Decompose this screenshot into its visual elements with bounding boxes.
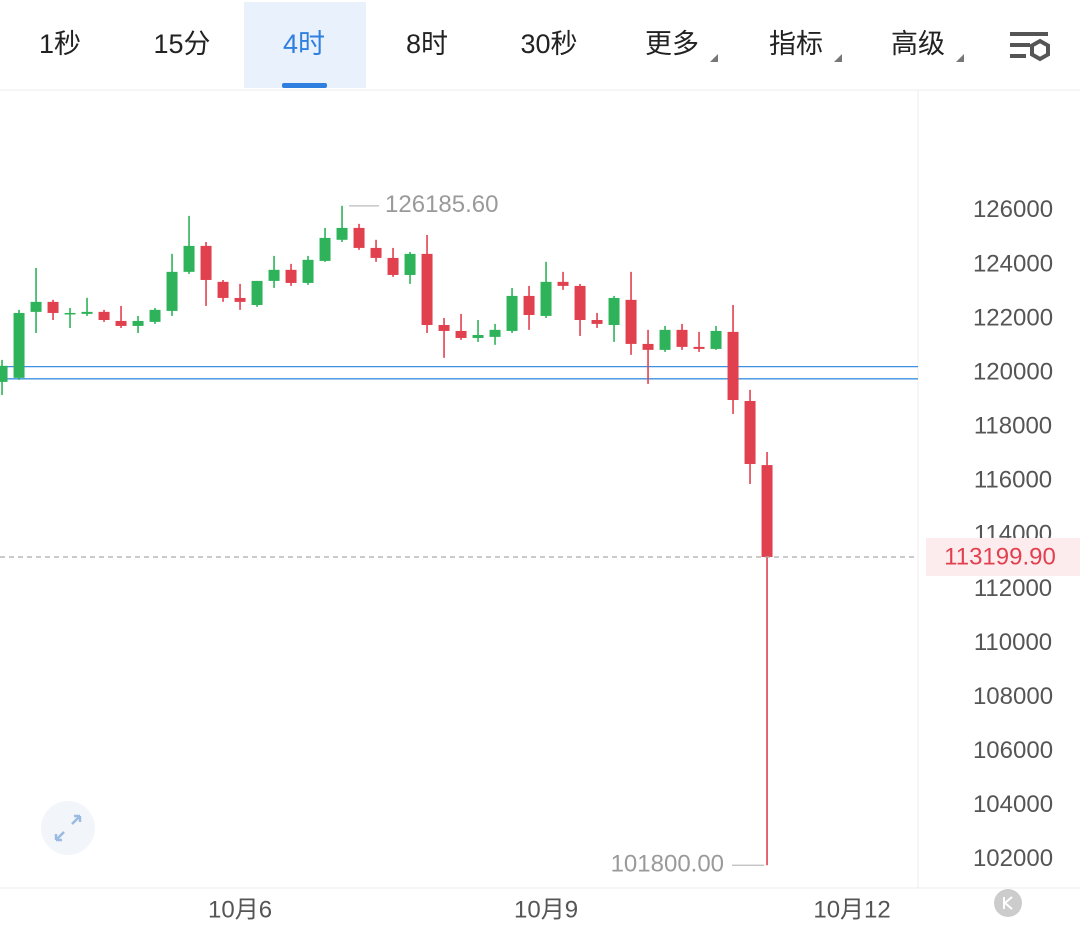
candle-body bbox=[404, 253, 416, 275]
candle-body bbox=[387, 257, 399, 275]
expand-bg bbox=[41, 801, 95, 855]
expand-button[interactable] bbox=[41, 801, 95, 855]
candle-body bbox=[200, 245, 212, 280]
candle-body bbox=[353, 227, 365, 248]
icon-hex bbox=[1030, 38, 1050, 62]
tab-label[interactable]: 30秒 bbox=[520, 29, 577, 59]
candle-body bbox=[659, 329, 671, 350]
candle-body bbox=[506, 295, 518, 331]
candle-body bbox=[302, 259, 314, 283]
candle-body bbox=[30, 301, 42, 312]
dropdown-arrow bbox=[834, 54, 842, 62]
last-price-box bbox=[926, 538, 1080, 577]
candle-body bbox=[591, 319, 603, 324]
tab-label[interactable]: 15分 bbox=[153, 29, 210, 59]
candle-body bbox=[98, 311, 110, 320]
candle-body bbox=[744, 400, 756, 464]
candle-body bbox=[421, 253, 433, 325]
candle-body bbox=[217, 281, 229, 298]
candle-body bbox=[251, 280, 263, 305]
low-label: 101800.00 bbox=[611, 851, 724, 878]
candle-body bbox=[574, 285, 586, 320]
y-tick-label: 118000 bbox=[974, 413, 1052, 440]
tab-label[interactable]: 4时 bbox=[283, 29, 325, 59]
tab-selected-bg bbox=[244, 2, 366, 88]
tab-label[interactable]: 更多 bbox=[645, 29, 699, 59]
y-tick-label: 122000 bbox=[973, 304, 1053, 331]
last-price-label: 113199.90 bbox=[944, 543, 1056, 570]
candle-body bbox=[472, 334, 484, 338]
candle-body bbox=[183, 245, 195, 272]
candle-body bbox=[0, 365, 8, 382]
y-tick-label: 116000 bbox=[974, 467, 1052, 494]
candle-body bbox=[319, 237, 331, 261]
candle-body bbox=[166, 271, 178, 311]
candle-body bbox=[693, 346, 705, 349]
settings-icon[interactable] bbox=[1010, 32, 1050, 62]
candle-body bbox=[523, 295, 535, 315]
candle-body bbox=[489, 329, 501, 337]
y-tick-label: 124000 bbox=[973, 250, 1053, 277]
candle-body bbox=[149, 309, 161, 322]
tab-label[interactable]: 1秒 bbox=[39, 29, 81, 59]
candle-body bbox=[336, 227, 348, 240]
y-tick-label: 104000 bbox=[973, 791, 1053, 818]
y-tick-label: 102000 bbox=[973, 845, 1053, 872]
candle-body bbox=[540, 281, 552, 316]
k-icon bbox=[1003, 896, 1013, 910]
tab-label[interactable]: 8时 bbox=[406, 29, 448, 59]
tab-bar bbox=[0, 0, 1080, 90]
candle-body bbox=[557, 281, 569, 286]
candle-body bbox=[81, 311, 93, 314]
candle-body bbox=[642, 343, 654, 350]
y-tick-label: 126000 bbox=[973, 196, 1053, 223]
x-tick-label: 10月9 bbox=[514, 896, 578, 923]
y-tick-label: 110000 bbox=[974, 629, 1052, 656]
expand-icon bbox=[54, 814, 82, 842]
candle-body bbox=[438, 324, 450, 331]
dropdown-arrow bbox=[956, 54, 964, 62]
high-label: 126185.60 bbox=[385, 191, 498, 218]
candle-body bbox=[268, 269, 280, 281]
candle-body bbox=[727, 331, 739, 401]
candle-body bbox=[370, 247, 382, 258]
candle-body bbox=[64, 312, 76, 315]
y-tick-label: 108000 bbox=[973, 683, 1053, 710]
x-tick-label: 10月6 bbox=[208, 896, 272, 923]
y-tick-label: 112000 bbox=[974, 575, 1052, 602]
candle-body bbox=[13, 312, 25, 378]
candle-body bbox=[608, 297, 620, 325]
tab-label[interactable]: 指标 bbox=[769, 29, 823, 59]
candle-body bbox=[625, 299, 637, 344]
candle-body bbox=[761, 465, 773, 558]
candle-body bbox=[285, 269, 297, 283]
candle-body bbox=[132, 320, 144, 326]
tab-indicator bbox=[282, 83, 327, 88]
candle-body bbox=[234, 297, 246, 302]
k-bg bbox=[994, 889, 1022, 917]
k-button[interactable] bbox=[994, 889, 1022, 917]
tab-label[interactable]: 高级 bbox=[891, 29, 945, 59]
candle-body bbox=[710, 330, 722, 349]
dropdown-arrow bbox=[710, 54, 718, 62]
candle-body bbox=[115, 320, 127, 326]
candle-body bbox=[455, 330, 467, 338]
candle-body bbox=[47, 301, 59, 313]
candle-body bbox=[676, 329, 688, 347]
x-tick-label: 10月12 bbox=[813, 896, 890, 923]
y-tick-label: 120000 bbox=[973, 358, 1053, 385]
y-tick-label: 106000 bbox=[973, 737, 1053, 764]
